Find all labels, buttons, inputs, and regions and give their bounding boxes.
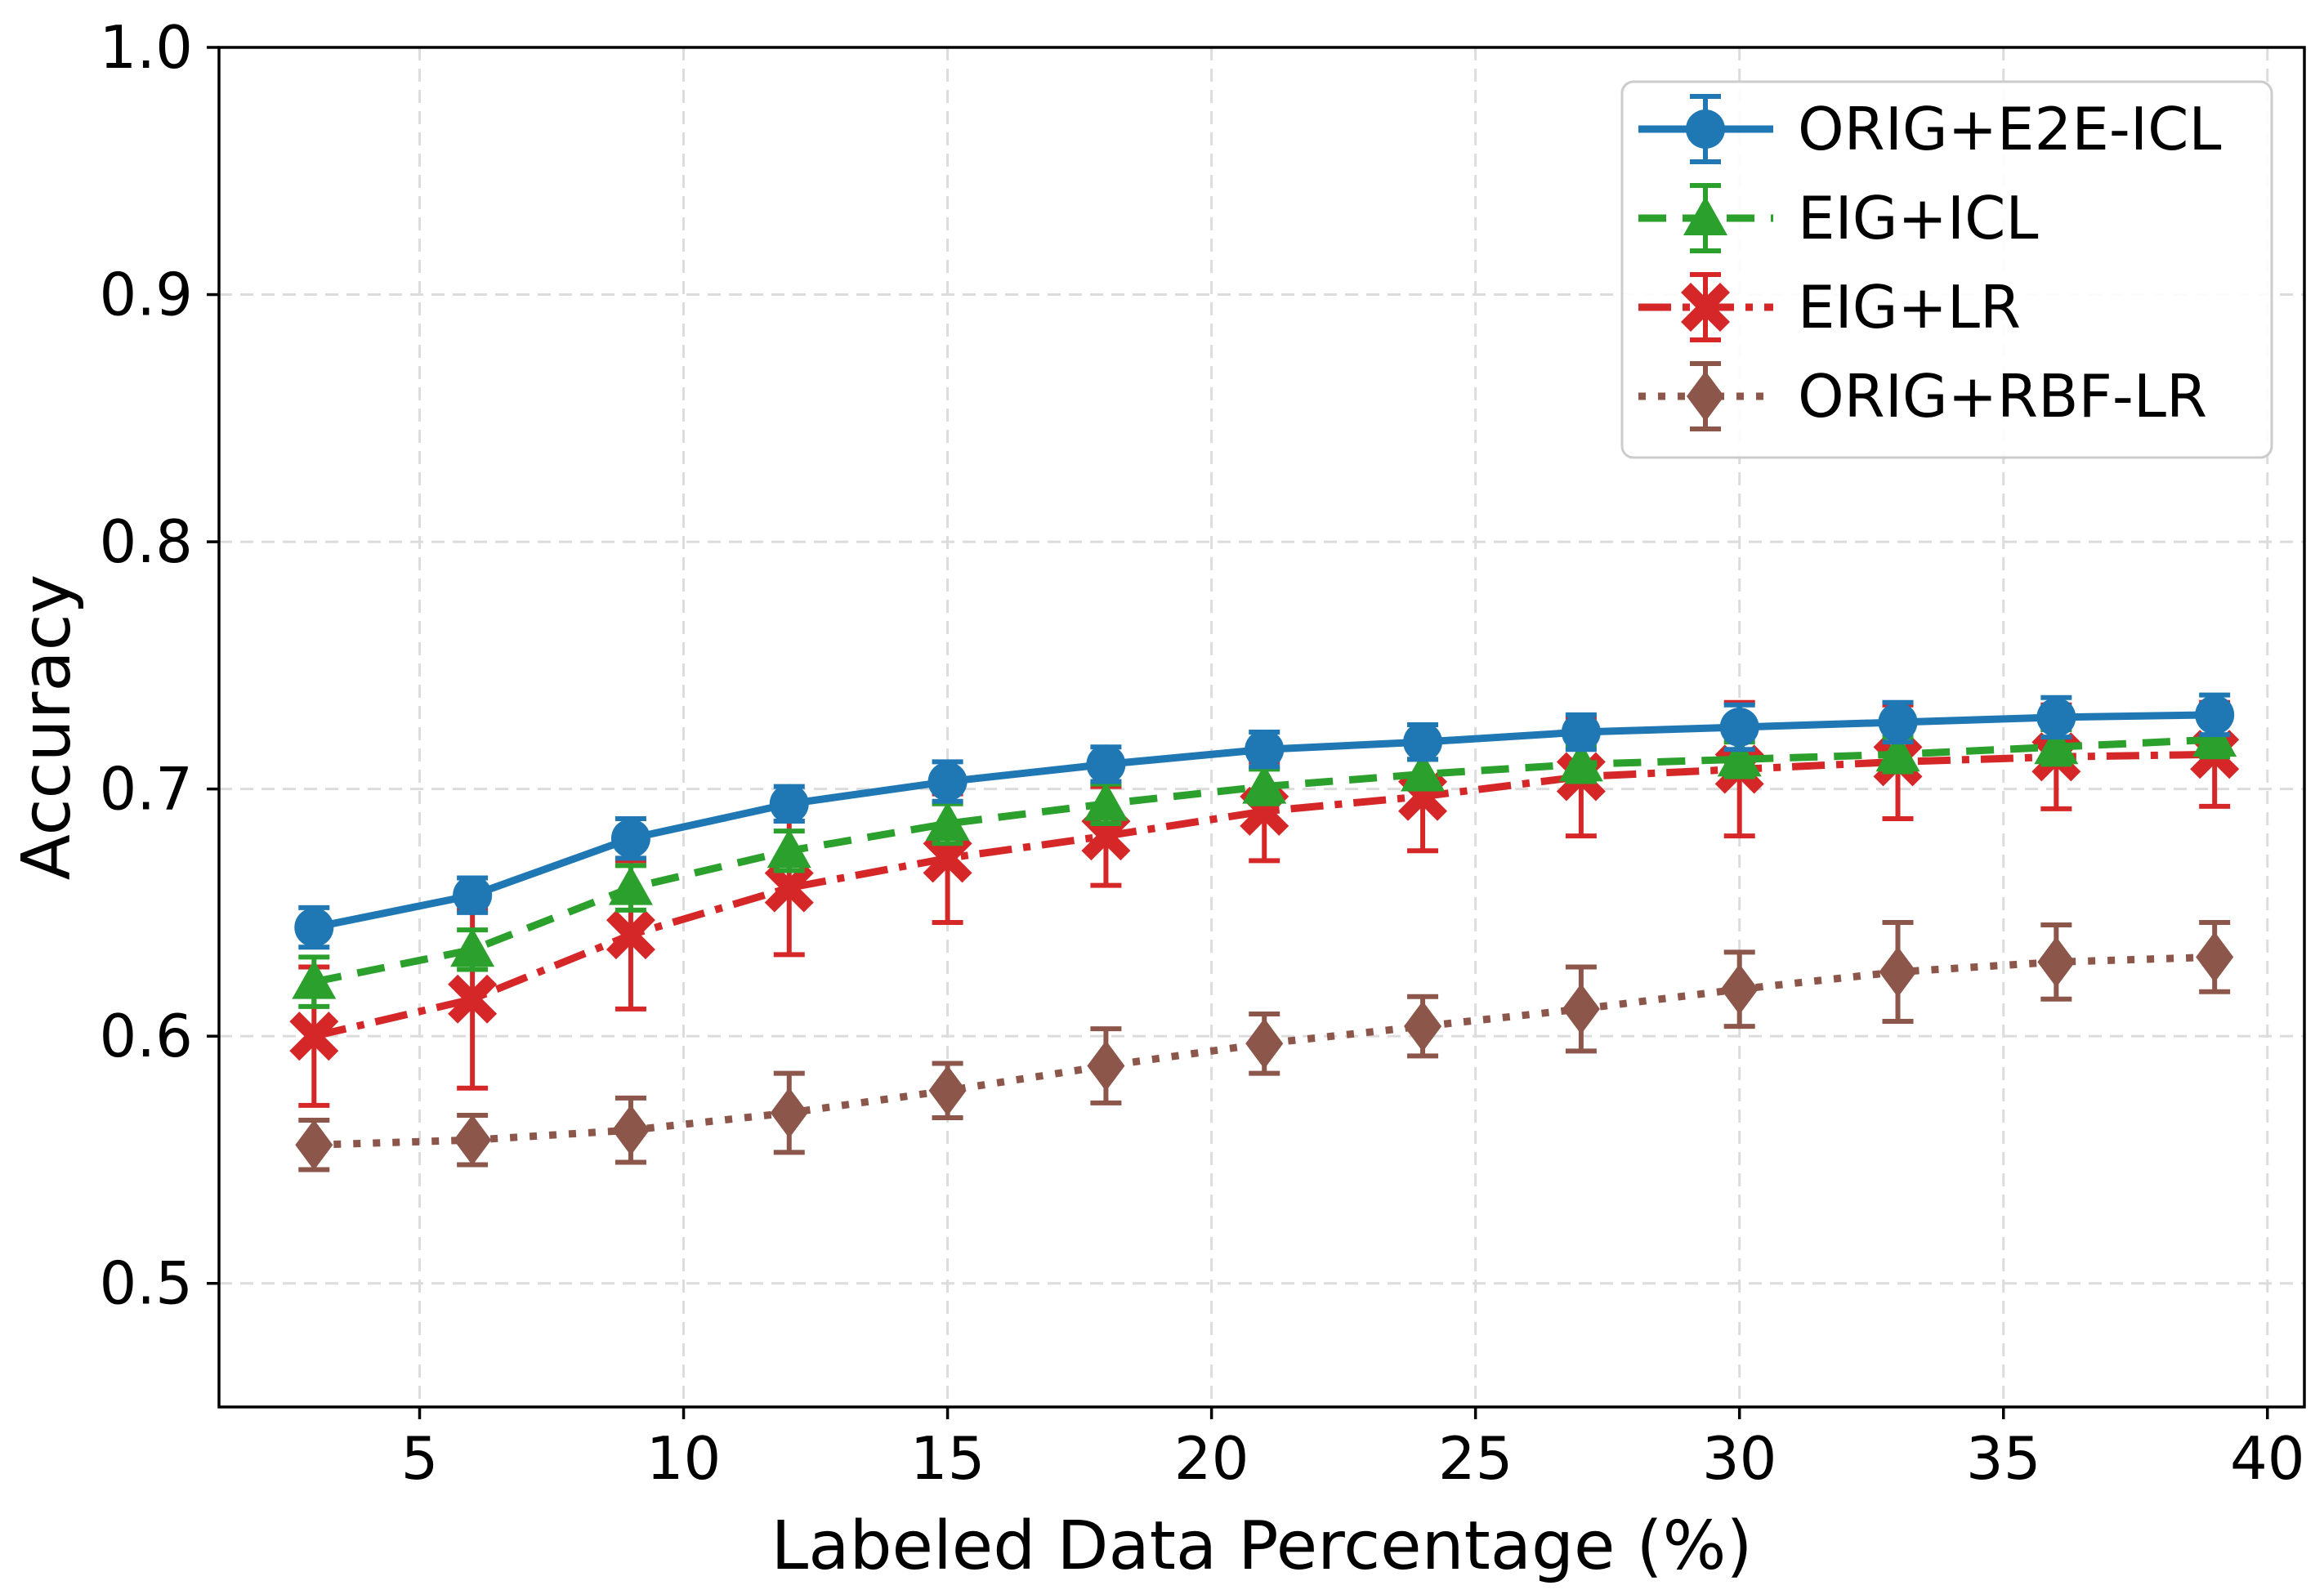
data-point-marker [1086,744,1126,784]
x-tick-label: 40 [2230,1424,2305,1493]
data-point-marker [1561,712,1601,753]
data-point-marker [1680,282,1731,333]
data-point-marker [1401,752,1446,792]
data-point-marker [608,865,653,905]
y-tick-label: 0.8 [99,507,193,576]
data-point-marker [927,762,968,802]
x-tick-label: 35 [1966,1424,2041,1493]
data-point-marker [2196,931,2234,983]
x-tick-label: 5 [401,1424,439,1493]
data-point-marker [2192,717,2237,757]
data-point-marker [1084,781,1128,821]
legend-label: ORIG+E2E-ICL [1798,95,2221,163]
legend: ORIG+E2E-ICL EIG+ICL EIG+LR ORIG+RBF-LR [1620,80,2273,459]
plot-border [217,46,2306,1409]
data-point-marker [1087,1040,1125,1092]
data-point-marker [453,875,493,915]
data-point-marker [1242,764,1287,804]
data-point-marker [606,910,655,960]
legend-box [1620,80,2273,459]
legend-label: ORIG+RBF-LR [1798,362,2207,431]
data-point-marker [448,974,498,1024]
data-point-marker [1245,1018,1284,1070]
data-point-marker [610,819,650,859]
data-point-marker [1562,983,1600,1034]
data-point-marker [1404,1001,1442,1052]
data-point-marker [1878,702,1918,742]
legend-label: EIG+LR [1798,273,2021,342]
data-point-marker [611,1105,650,1156]
data-point-marker [2195,695,2235,735]
y-tick-label: 0.7 [99,755,193,824]
x-tick-label: 25 [1438,1424,1513,1493]
x-tick-label: 30 [1702,1424,1777,1493]
x-tick-label: 15 [910,1424,985,1493]
data-point-marker [1558,742,1603,782]
x-tick-label: 10 [646,1424,722,1493]
x-tick-label: 20 [1174,1424,1249,1493]
data-point-marker [2036,697,2076,737]
legend-item: ORIG+RBF-LR [1638,361,2207,431]
y-tick-label: 1.0 [99,13,193,82]
y-tick-label: 0.9 [99,261,193,329]
data-point-marker [1719,708,1759,747]
data-point-marker [1683,196,1727,235]
legend-item: EIG+ICL [1638,183,2038,253]
legend-item: ORIG+E2E-ICL [1638,94,2221,164]
data-point-marker [1879,946,1917,998]
data-point-marker [454,1114,492,1166]
data-point-marker [925,801,970,841]
axes-ticks: 5 10 15 20 25 30 35 40 0.5 0.6 0.7 0.8 0.9 1.0 [99,13,2304,1493]
data-point-marker [2037,936,2076,988]
data-point-marker [770,1087,808,1138]
data-point-marker [289,1012,339,1061]
data-point-marker [1687,371,1724,422]
data-point-marker [295,1119,333,1171]
data-point-marker [1403,722,1443,762]
data-point-marker [928,1065,967,1116]
y-tick-label: 0.5 [99,1249,193,1318]
data-point-marker [294,908,334,948]
data-point-marker [766,828,811,869]
x-axis-label: Labeled Data Percentage (%) [771,1507,1753,1585]
data-point-marker [1720,963,1759,1015]
data-point-marker [769,784,809,824]
series-ORIG+RBF-LR [295,920,2234,1172]
series-ORIG+E2E-ICL [294,692,2235,950]
data-point-marker [292,959,337,999]
data-point-marker [1245,730,1285,770]
data-point-marker [1875,732,1920,772]
y-tick-label: 0.6 [99,1002,193,1070]
data-point-marker [2034,725,2079,765]
data-point-marker [450,927,495,967]
y-axis-label: Accuracy [8,574,86,880]
data-point-marker [1717,737,1762,777]
data-point-marker [764,863,814,913]
legend-label: EIG+ICL [1798,184,2038,252]
data-point-marker [1686,109,1725,149]
legend-item: EIG+LR [1638,272,2021,342]
